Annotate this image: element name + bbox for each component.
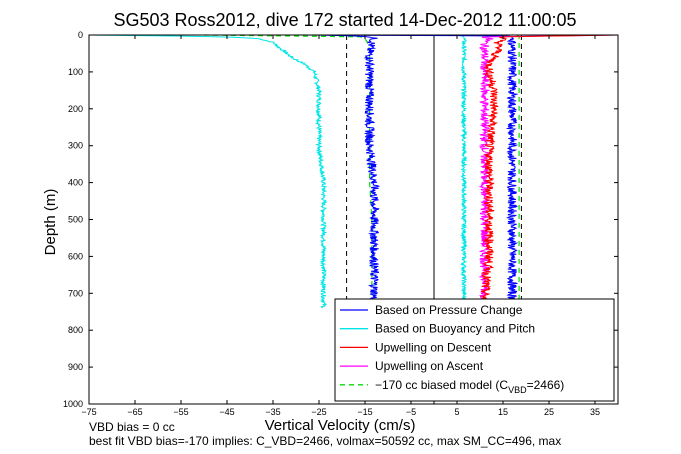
x-tick-label: −35 bbox=[265, 407, 280, 417]
y-tick-label: 300 bbox=[68, 141, 83, 151]
y-axis-ticks: 0 100 200 300 400 500 600 700 800 900 1000 bbox=[63, 30, 618, 409]
y-tick-label: 100 bbox=[68, 67, 83, 77]
legend-label-4: −170 cc biased model (CVBD=2466) bbox=[375, 378, 564, 395]
vbd-bias-note: VBD bias = 0 cc bbox=[89, 420, 175, 434]
x-tick-label: 35 bbox=[590, 407, 600, 417]
x-tick-label: −75 bbox=[81, 407, 96, 417]
x-tick-label: −55 bbox=[173, 407, 188, 417]
series-2-line bbox=[479, 34, 619, 309]
y-tick-label: 200 bbox=[68, 104, 83, 114]
x-tick-label: 15 bbox=[498, 407, 508, 417]
series-1-ascent-line bbox=[456, 34, 468, 309]
x-tick-label: −45 bbox=[219, 407, 234, 417]
y-tick-label: 400 bbox=[68, 178, 83, 188]
y-tick-label: 600 bbox=[68, 251, 83, 261]
x-axis-label: Vertical Velocity (cm/s) bbox=[265, 417, 416, 434]
x-tick-label: 25 bbox=[544, 407, 554, 417]
legend-label-1: Based on Buoyancy and Pitch bbox=[375, 322, 535, 336]
y-tick-label: 900 bbox=[68, 362, 83, 372]
series-3 bbox=[478, 34, 619, 309]
series-layer bbox=[88, 34, 619, 309]
legend-label-0: Based on Pressure Change bbox=[375, 303, 523, 317]
series-0-descent-line bbox=[318, 34, 381, 309]
legend: Based on Pressure Change Based on Buoyanc… bbox=[334, 298, 615, 402]
series-0-ascent-line bbox=[295, 34, 519, 309]
series-1-descent-line bbox=[88, 34, 328, 309]
x-tick-label: −65 bbox=[127, 407, 142, 417]
series-3-line bbox=[478, 34, 619, 309]
x-axis-ticks: −75 −65 −55 −45 −35 −25 −15 −5 5 15 25 35 bbox=[81, 35, 600, 417]
x-tick-label: −5 bbox=[406, 407, 416, 417]
y-tick-label: 700 bbox=[68, 288, 83, 298]
legend-box bbox=[334, 298, 615, 402]
x-tick-label: −25 bbox=[311, 407, 326, 417]
legend-label-3: Upwelling on Ascent bbox=[375, 359, 484, 373]
y-tick-label: 1000 bbox=[63, 399, 83, 409]
best-fit-note: best fit VBD bias=-170 implies: C_VBD=24… bbox=[89, 434, 561, 448]
series-2 bbox=[479, 34, 619, 309]
y-tick-label: 0 bbox=[78, 30, 83, 40]
legend-label-2: Upwelling on Descent bbox=[375, 340, 492, 354]
chart-title: SG503 Ross2012, dive 172 started 14-Dec-… bbox=[114, 10, 577, 30]
series-0 bbox=[295, 34, 519, 309]
series-4 bbox=[203, 34, 520, 309]
y-tick-label: 800 bbox=[68, 325, 83, 335]
series-1 bbox=[88, 34, 468, 309]
y-tick-label: 500 bbox=[68, 215, 83, 225]
series-4-ascent-line bbox=[516, 34, 520, 309]
y-axis-label: Depth (m) bbox=[42, 189, 59, 256]
x-tick-label: 5 bbox=[454, 407, 459, 417]
x-tick-label: −15 bbox=[357, 407, 372, 417]
